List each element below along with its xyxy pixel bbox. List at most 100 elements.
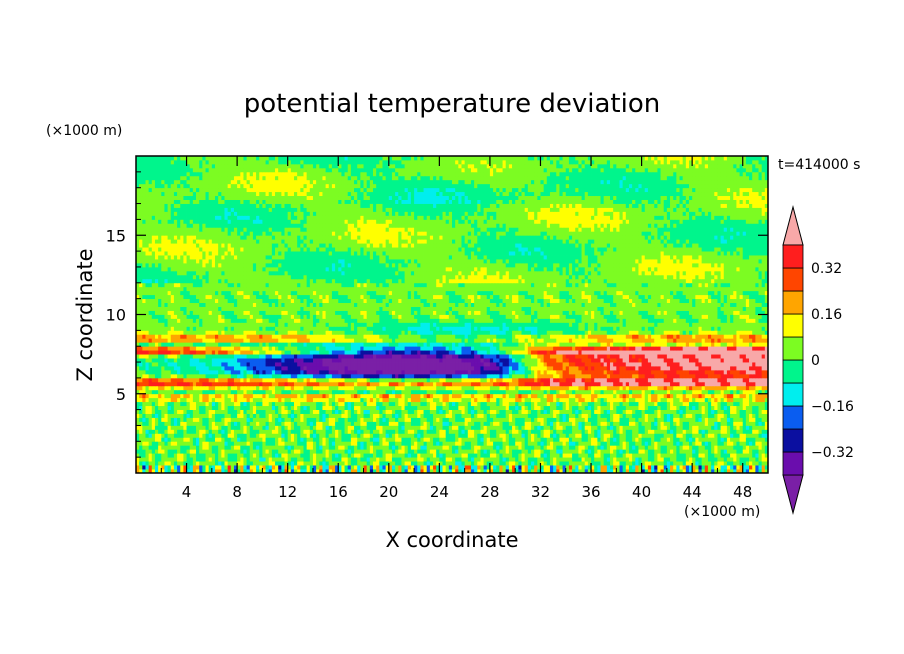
field-cell [366, 417, 371, 422]
field-cell [610, 445, 614, 450]
field-cell [698, 409, 703, 414]
field-cell [493, 377, 497, 383]
field-cell [445, 449, 450, 454]
field-cell [512, 417, 516, 422]
field-cell [350, 469, 355, 473]
field-cell [692, 397, 696, 403]
field-cell [508, 377, 513, 383]
field-cell [562, 437, 567, 442]
field-cell [587, 373, 592, 379]
field-cell [388, 457, 393, 462]
field-cell [761, 401, 766, 407]
field-cell [486, 429, 491, 434]
field-cell [294, 385, 298, 391]
field-cell [357, 425, 361, 430]
field-cell [736, 397, 740, 403]
field-cell [720, 433, 725, 438]
field-cell [227, 449, 232, 454]
field-cell [180, 409, 184, 414]
field-cell [161, 373, 165, 379]
field-cell [158, 429, 162, 434]
field-cell [584, 401, 589, 407]
field-cell [297, 381, 301, 387]
field-cell [641, 465, 646, 470]
field-cell [670, 457, 674, 462]
field-cell [581, 425, 586, 430]
field-cell [685, 461, 690, 466]
field-cell [597, 453, 601, 458]
field-cell [610, 413, 614, 418]
field-cell [515, 429, 519, 434]
field-cell [275, 441, 279, 446]
field-cell [464, 401, 469, 407]
field-cell [445, 453, 450, 458]
field-cell [398, 461, 402, 466]
field-cell [391, 373, 396, 379]
field-cell [237, 401, 241, 407]
field-cell [616, 417, 620, 422]
field-cell [363, 429, 368, 434]
field-cell [233, 445, 238, 450]
field-cell [736, 401, 740, 407]
field-cell [534, 441, 538, 446]
field-cell [192, 445, 197, 450]
field-cell [499, 409, 503, 414]
field-cell [603, 377, 608, 383]
field-cell [755, 401, 759, 407]
field-cell [666, 449, 671, 454]
field-cell [407, 445, 412, 450]
field-cell [161, 465, 165, 470]
field-cell [205, 441, 210, 446]
field-cell [350, 393, 355, 399]
field-cell [540, 413, 545, 418]
field-cell [467, 377, 472, 383]
field-cell [243, 461, 247, 466]
field-cell [442, 461, 447, 466]
field-cell [458, 417, 462, 422]
field-cell [543, 401, 548, 407]
field-cell [161, 393, 165, 399]
field-cell [436, 437, 440, 442]
field-cell [707, 373, 712, 379]
field-cell [306, 397, 311, 403]
field-cell [695, 433, 699, 438]
field-cell [290, 393, 295, 399]
field-cell [186, 445, 191, 450]
field-cell [543, 461, 548, 466]
field-cell [565, 461, 570, 466]
field-cell [180, 381, 184, 387]
field-cell [417, 457, 421, 462]
field-cell [297, 377, 301, 383]
field-cell [363, 381, 368, 387]
field-cell [164, 405, 168, 410]
field-cell [445, 393, 450, 399]
field-cell [720, 457, 725, 462]
field-cell [338, 457, 342, 462]
field-cell [322, 401, 326, 407]
field-cell [758, 425, 763, 430]
field-cell [657, 445, 661, 450]
field-cell [410, 401, 415, 407]
field-cell [354, 417, 358, 422]
field-cell [154, 453, 159, 458]
field-cell [401, 469, 405, 473]
field-cell [641, 437, 646, 442]
field-cell [714, 425, 718, 430]
field-cell [328, 461, 333, 466]
field-cell [695, 425, 699, 430]
field-cell [711, 453, 715, 458]
field-cell [177, 441, 181, 446]
field-cell [259, 453, 263, 458]
field-cell [398, 429, 402, 434]
field-cell [354, 389, 358, 395]
field-cell [613, 389, 617, 395]
field-cell [262, 377, 266, 383]
field-cell [265, 397, 270, 403]
field-cell [189, 445, 194, 450]
field-cell [726, 381, 731, 387]
field-cell [603, 469, 608, 473]
field-cell [673, 397, 677, 403]
field-cell [698, 373, 703, 379]
field-cell [670, 377, 674, 383]
field-cell [641, 393, 646, 399]
